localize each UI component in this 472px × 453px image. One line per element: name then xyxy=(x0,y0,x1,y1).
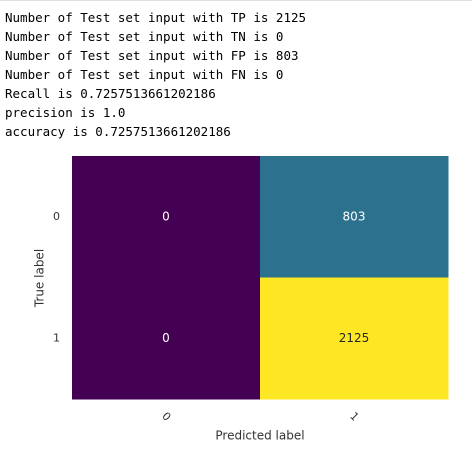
output-line: Number of Test set input with FN is 0 xyxy=(5,67,284,82)
cell-label: 0 xyxy=(162,331,170,345)
cell-label: 2125 xyxy=(339,331,370,345)
output-line: Recall is 0.7257513661202186 xyxy=(5,86,216,101)
output-line: precision is 1.0 xyxy=(5,105,126,120)
heatmap-cell xyxy=(72,277,261,400)
x-tick-label: 1 xyxy=(347,410,361,424)
cell-label: 803 xyxy=(343,209,366,223)
cell-label: 0 xyxy=(162,209,170,223)
x-tick-label: 0 xyxy=(159,410,173,424)
y-axis-label: True label xyxy=(33,249,47,308)
output-line: accuracy is 0.7257513661202186 xyxy=(5,124,231,139)
heatmap-cell xyxy=(72,156,261,278)
y-tick-label: 1 xyxy=(53,331,60,344)
heatmap-cell xyxy=(260,156,449,278)
output-line: Number of Test set input with TN is 0 xyxy=(5,29,284,44)
y-tick-label: 0 xyxy=(53,210,60,223)
text-output: Number of Test set input with TP is 2125… xyxy=(5,8,306,141)
output-line: Number of Test set input with TP is 2125 xyxy=(5,10,307,25)
output-line: Number of Test set input with FP is 803 xyxy=(5,48,299,63)
x-axis-label: Predicted label xyxy=(215,429,304,443)
heatmap-cell xyxy=(260,277,449,400)
